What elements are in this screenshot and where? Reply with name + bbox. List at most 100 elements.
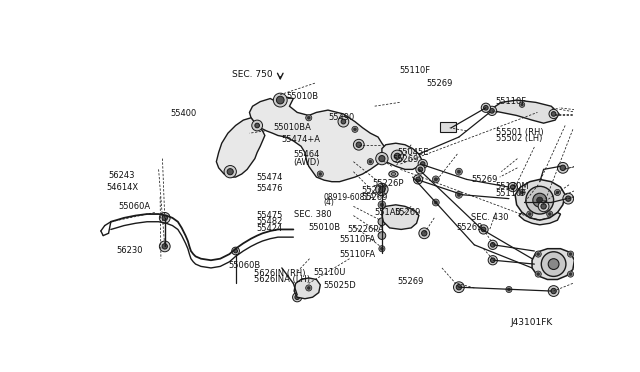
Circle shape — [568, 251, 573, 257]
Circle shape — [232, 247, 239, 255]
Circle shape — [551, 288, 556, 294]
Circle shape — [292, 293, 302, 302]
Circle shape — [519, 189, 525, 196]
Text: 55226P: 55226P — [372, 179, 404, 188]
Text: (AWD): (AWD) — [294, 158, 320, 167]
Circle shape — [554, 189, 561, 196]
Circle shape — [456, 191, 462, 198]
Circle shape — [435, 201, 437, 204]
Circle shape — [307, 286, 310, 289]
Circle shape — [535, 251, 541, 257]
Circle shape — [547, 211, 553, 217]
Text: 55269: 55269 — [456, 224, 483, 232]
Circle shape — [379, 246, 385, 252]
Circle shape — [352, 126, 358, 132]
Text: 551A0: 551A0 — [375, 208, 401, 217]
Circle shape — [488, 256, 497, 265]
Text: 55269: 55269 — [362, 193, 388, 202]
Circle shape — [273, 93, 287, 107]
Circle shape — [568, 271, 573, 277]
Text: 55474: 55474 — [257, 173, 283, 182]
Text: 55400: 55400 — [170, 109, 196, 118]
Polygon shape — [382, 143, 422, 169]
Text: 55269: 55269 — [427, 79, 453, 88]
Circle shape — [456, 168, 462, 175]
Circle shape — [541, 203, 547, 209]
Circle shape — [575, 287, 582, 295]
Text: 55025D: 55025D — [323, 281, 356, 290]
Polygon shape — [294, 278, 320, 299]
Text: SEC. 750: SEC. 750 — [232, 70, 273, 79]
Text: 55110F: 55110F — [495, 189, 527, 198]
Circle shape — [506, 286, 512, 293]
Text: SEC. 380: SEC. 380 — [294, 210, 331, 219]
Circle shape — [490, 109, 494, 113]
Circle shape — [378, 232, 386, 240]
Circle shape — [538, 201, 549, 212]
Text: 55490: 55490 — [328, 113, 355, 122]
Text: 54614X: 54614X — [106, 183, 138, 192]
Circle shape — [224, 166, 236, 178]
Circle shape — [162, 244, 168, 249]
Circle shape — [159, 212, 170, 223]
Circle shape — [433, 176, 439, 183]
Text: 55130M: 55130M — [495, 182, 529, 191]
Text: 55010B: 55010B — [308, 222, 340, 232]
Circle shape — [255, 123, 259, 128]
Circle shape — [508, 183, 517, 192]
Circle shape — [419, 228, 429, 239]
Circle shape — [416, 165, 425, 174]
Circle shape — [416, 177, 420, 182]
Text: 55110FA: 55110FA — [340, 250, 376, 259]
Circle shape — [519, 102, 525, 108]
Circle shape — [557, 163, 568, 173]
Polygon shape — [519, 212, 561, 225]
Text: 55464: 55464 — [294, 150, 320, 160]
Circle shape — [526, 186, 554, 214]
Circle shape — [276, 96, 284, 104]
Circle shape — [306, 115, 312, 121]
Text: 55110U: 55110U — [313, 268, 346, 277]
Circle shape — [306, 285, 312, 291]
Circle shape — [556, 191, 559, 194]
Text: 56243: 56243 — [109, 171, 135, 180]
Text: 55501 (RH): 55501 (RH) — [495, 128, 543, 137]
Text: 55110FA: 55110FA — [340, 235, 376, 244]
Circle shape — [379, 186, 385, 192]
Circle shape — [458, 170, 460, 173]
Polygon shape — [532, 249, 575, 279]
Circle shape — [527, 211, 533, 217]
Circle shape — [548, 213, 551, 215]
Circle shape — [376, 153, 388, 165]
Circle shape — [551, 112, 556, 116]
Circle shape — [566, 196, 571, 201]
Circle shape — [413, 175, 422, 184]
Text: (4): (4) — [323, 198, 334, 207]
Circle shape — [418, 167, 422, 172]
Circle shape — [435, 178, 437, 181]
Polygon shape — [382, 205, 419, 230]
Circle shape — [338, 116, 349, 127]
Circle shape — [356, 142, 362, 147]
Circle shape — [376, 183, 388, 196]
Ellipse shape — [389, 171, 398, 177]
Circle shape — [560, 165, 566, 170]
Circle shape — [159, 241, 170, 252]
Circle shape — [319, 173, 322, 175]
Circle shape — [549, 109, 558, 119]
Circle shape — [511, 185, 515, 189]
Text: 55010BA: 55010BA — [274, 123, 312, 132]
Circle shape — [353, 128, 356, 131]
Circle shape — [456, 285, 461, 290]
Bar — [440, 122, 456, 132]
Circle shape — [422, 231, 427, 236]
Polygon shape — [490, 100, 559, 123]
Circle shape — [378, 201, 386, 209]
Text: 55424: 55424 — [257, 224, 283, 233]
Circle shape — [563, 193, 573, 204]
Circle shape — [369, 160, 372, 163]
Circle shape — [378, 218, 386, 225]
Text: 55475: 55475 — [257, 211, 283, 219]
Circle shape — [577, 289, 580, 293]
Circle shape — [458, 193, 460, 196]
